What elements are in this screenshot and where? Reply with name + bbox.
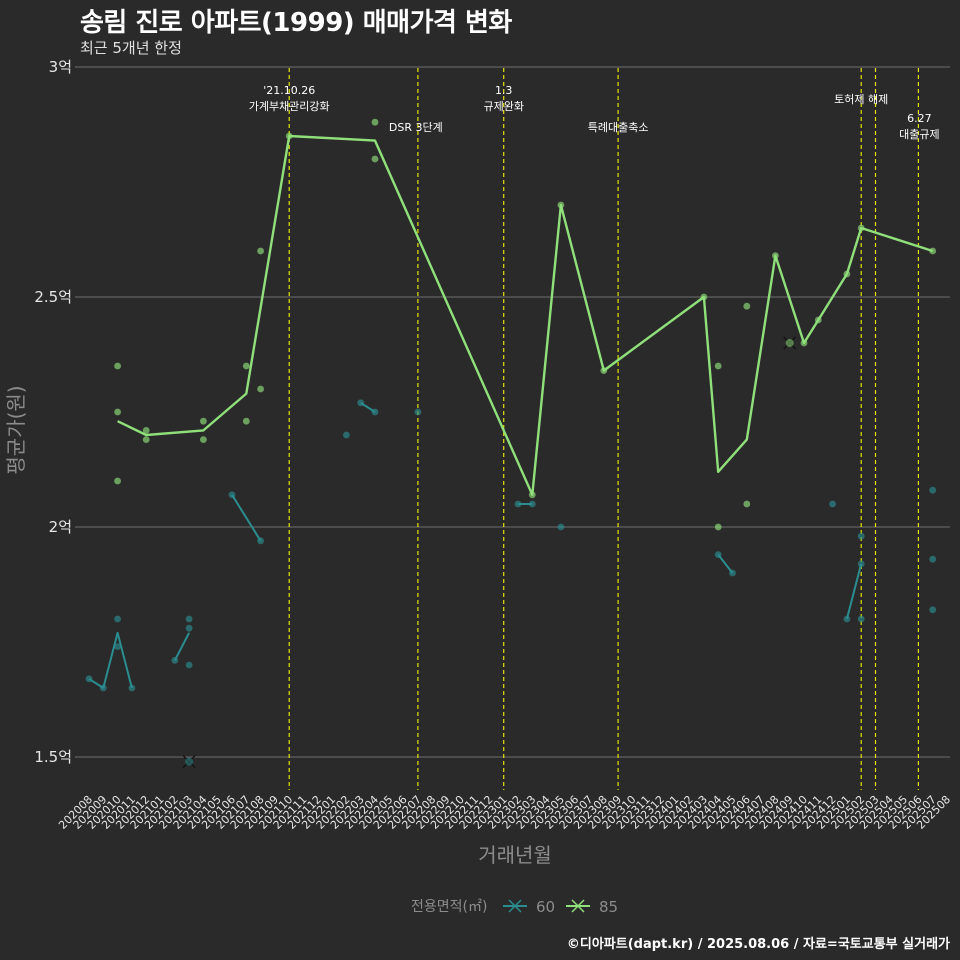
legend: 전용면적(㎡) 60 85 [411, 898, 618, 916]
data-point [114, 408, 121, 416]
data-point [929, 486, 937, 494]
data-point [185, 615, 193, 623]
series-line [360, 401, 376, 413]
data-point [371, 118, 379, 126]
data-point [200, 436, 207, 443]
data-point [557, 523, 565, 531]
legend-label-60: 60 [536, 898, 555, 916]
series-60 [85, 399, 937, 769]
data-point [857, 615, 865, 623]
y-tick-label: 1.5억 [34, 748, 72, 766]
data-point [257, 247, 264, 255]
series-line [231, 494, 262, 542]
series-line [717, 553, 734, 574]
series-line [173, 632, 190, 661]
data-point [200, 417, 207, 425]
y-axis-label: 평균가(원) [4, 385, 28, 474]
data-point [343, 431, 350, 439]
event-label: 특례대출축소 [588, 121, 649, 134]
data-point [114, 615, 121, 623]
data-point [142, 427, 150, 434]
series-line [845, 563, 863, 620]
data-point [242, 417, 250, 425]
data-point [743, 500, 751, 508]
event-label: DSR 3단계 [389, 121, 443, 134]
data-point [114, 362, 121, 370]
legend-label-85: 85 [599, 898, 618, 916]
series-85 [114, 118, 937, 531]
data-point [185, 661, 193, 669]
data-point [929, 606, 937, 614]
y-tick-label: 2.5억 [34, 288, 72, 306]
x-axis-label: 거래년월 [478, 843, 552, 867]
event-label: 대출규제 [899, 128, 939, 141]
data-point [857, 532, 865, 540]
source-caption: ©디아파트(dapt.kr) / 2025.08.06 / 자료=국토교통부 실… [566, 937, 950, 952]
data-point [414, 408, 422, 416]
data-point [714, 523, 722, 531]
data-point [857, 560, 865, 568]
event-label: 토허제 해제 [834, 92, 888, 106]
data-point [242, 362, 250, 370]
data-point [114, 643, 121, 650]
cancelled-point [785, 339, 794, 347]
data-point [929, 555, 937, 563]
data-point [142, 436, 150, 443]
series-line [88, 631, 133, 689]
event-label: '21.10.26 [263, 84, 315, 97]
chart-subtitle: 최근 5개년 한정 [80, 39, 182, 57]
legend-title: 전용면적(㎡) [411, 899, 487, 915]
data-point [185, 624, 193, 632]
event-label: 1.3 [495, 84, 513, 97]
event-label: 규제완화 [483, 100, 523, 113]
legend-item-60: 60 [503, 898, 555, 916]
data-point [114, 477, 121, 485]
data-point [257, 385, 264, 393]
y-tick-label: 3억 [49, 58, 72, 76]
cancelled-point [185, 757, 194, 766]
data-point [743, 302, 751, 310]
grid-lines [75, 66, 950, 758]
data-point [371, 155, 379, 163]
event-label: 가계부채관리강화 [249, 100, 330, 113]
y-axis-ticks: 1.5억 2억 2.5억 3억 [34, 58, 72, 766]
event-label: 6.27 [907, 112, 932, 125]
legend-item-85: 85 [566, 898, 618, 916]
data-point [714, 362, 722, 370]
series-line [117, 134, 934, 496]
series-layer [85, 118, 937, 769]
cancelled-marker [182, 755, 196, 769]
x-axis-ticks: 2020082020092020102020112020122021012021… [56, 793, 953, 832]
cancelled-marker [783, 336, 797, 350]
y-tick-label: 2억 [49, 518, 72, 536]
data-point [829, 500, 836, 508]
chart-title: 송림 진로 아파트(1999) 매매가격 변화 [80, 8, 512, 38]
